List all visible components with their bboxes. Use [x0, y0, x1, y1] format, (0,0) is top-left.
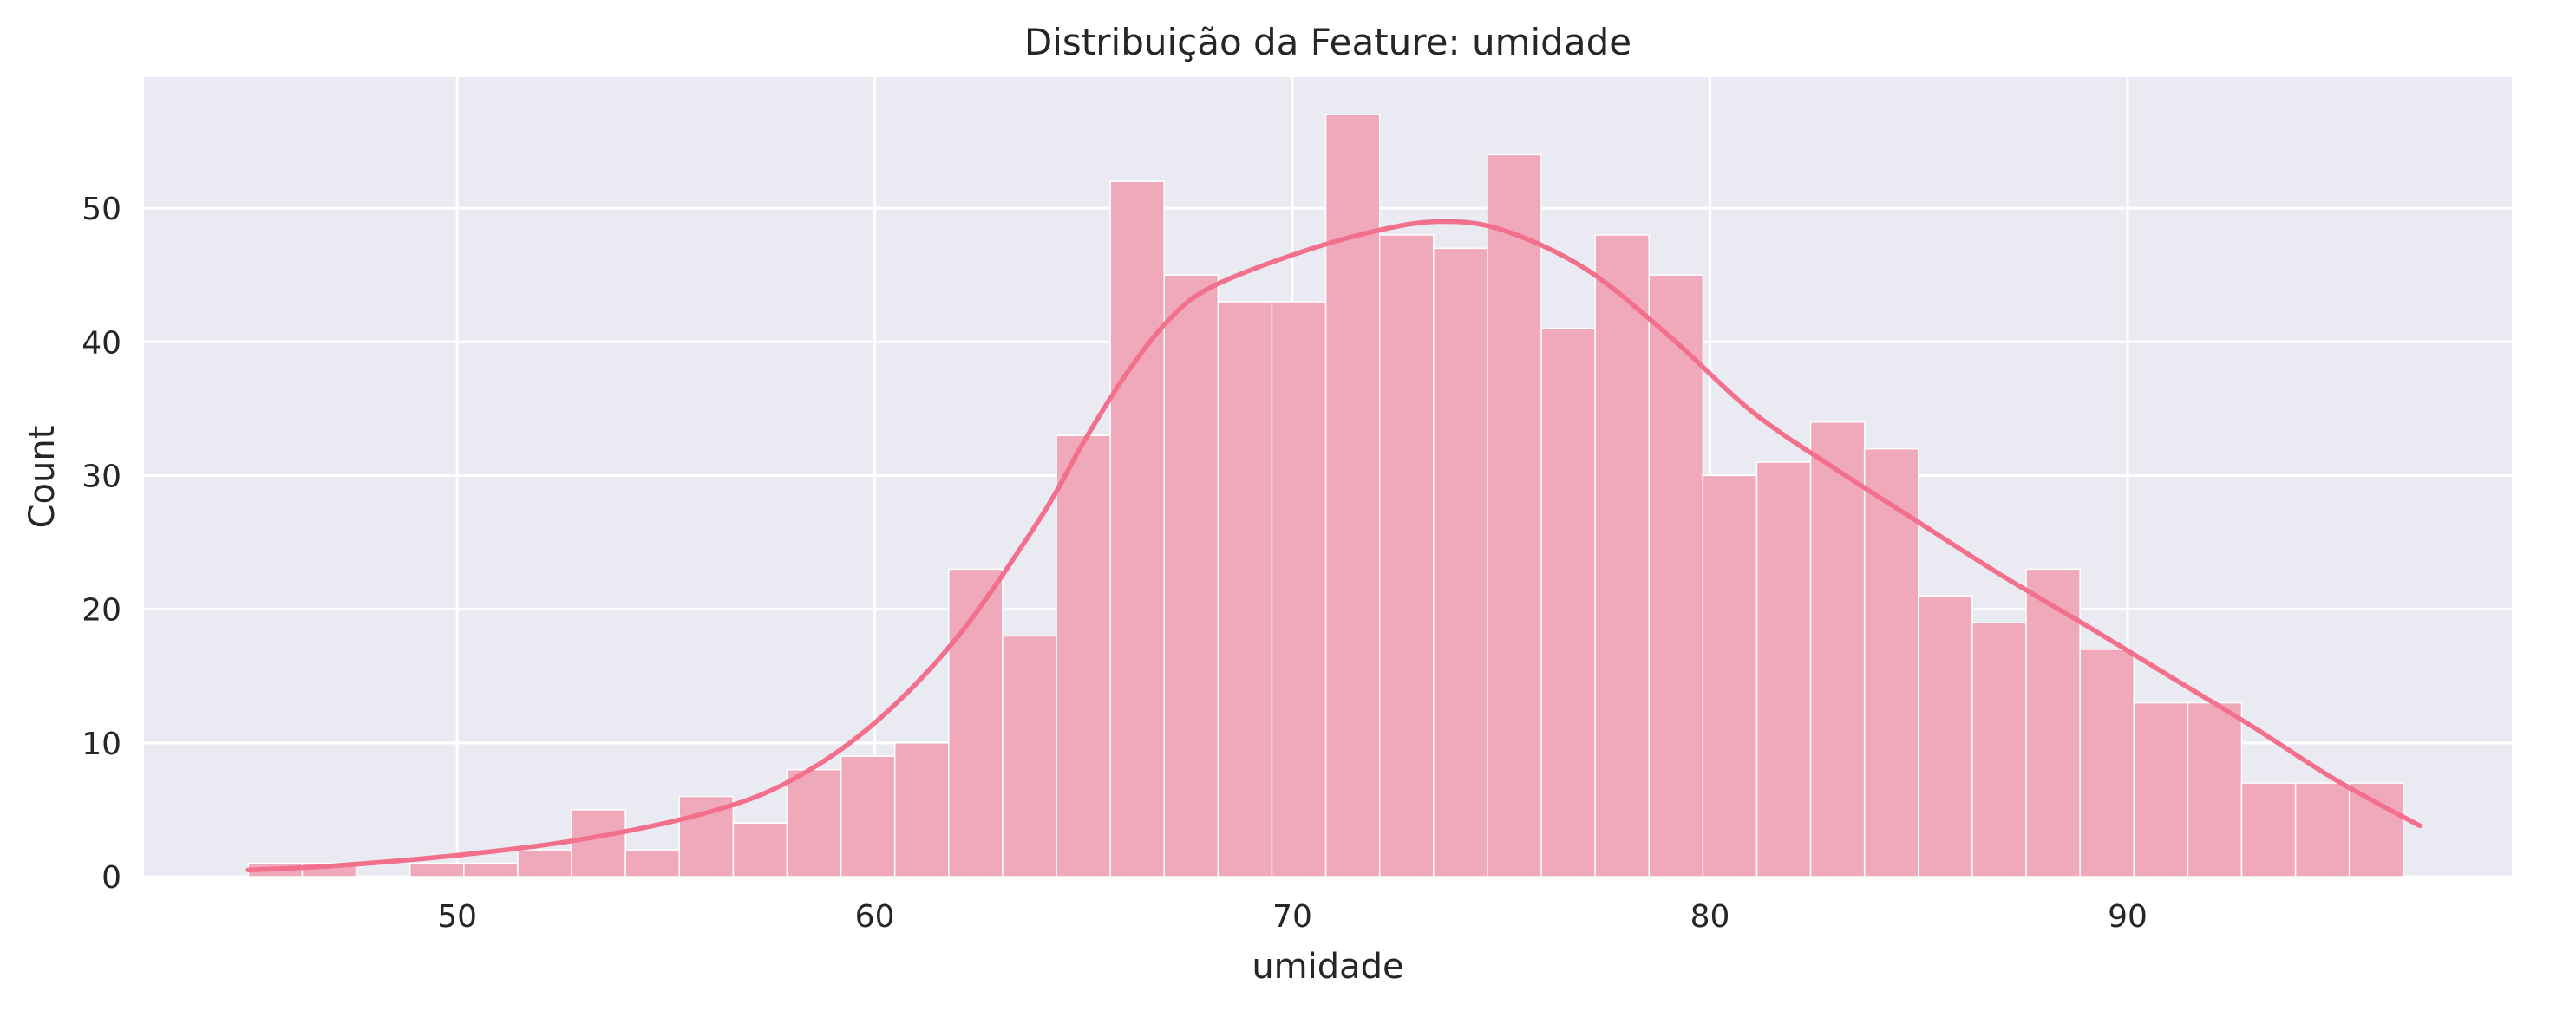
histogram-bar [893, 742, 950, 877]
histogram-bar [1863, 447, 1919, 877]
x-tick-label: 50 [437, 899, 477, 935]
histogram-bar [1702, 474, 1758, 877]
y-tick-label: 30 [82, 459, 121, 494]
x-tick-label: 80 [1690, 899, 1730, 935]
chart-title: Distribuição da Feature: umidade [1024, 21, 1631, 63]
histogram-bar [732, 822, 788, 877]
histogram-bar [1540, 328, 1596, 877]
histogram-bar [2025, 568, 2081, 877]
x-tick-label: 90 [2108, 899, 2148, 935]
histogram-bar [1056, 434, 1111, 877]
histogram-bar [1433, 247, 1488, 877]
y-tick-label: 0 [101, 860, 121, 896]
histogram-bar [1109, 180, 1166, 877]
histogram-bar [1217, 301, 1273, 877]
histogram-bar [2240, 782, 2297, 877]
histogram-bar [786, 768, 842, 877]
histogram-bar [517, 849, 572, 877]
histogram-bar [571, 809, 626, 877]
x-tick-label: 70 [1272, 899, 1312, 935]
kde-curve [245, 219, 2422, 873]
x-tick-label: 60 [855, 899, 895, 935]
histogram-bar [1755, 461, 1812, 877]
histogram-bar [409, 862, 465, 877]
histogram-bar [1324, 114, 1381, 877]
histogram-bar [1002, 635, 1057, 877]
y-tick-label: 50 [82, 192, 121, 227]
histogram-bar [1163, 274, 1219, 877]
tick-labels: 50 60 70 80 90 0 10 20 30 40 50 [82, 192, 2148, 935]
histogram-bar [1271, 301, 1327, 877]
y-tick-label: 10 [82, 727, 121, 762]
histogram-bar [2133, 701, 2189, 877]
y-tick-label: 20 [82, 593, 121, 629]
histogram-bar [624, 849, 681, 877]
y-tick-label: 40 [82, 325, 121, 361]
histogram-bar [1918, 595, 1973, 877]
histogram-bar [1809, 421, 1866, 877]
y-axis-label: Count [23, 426, 62, 529]
histogram-bars [247, 114, 2404, 877]
histogram-bar [840, 755, 896, 877]
histogram-bar [2294, 782, 2350, 877]
histogram-bar [2348, 782, 2404, 877]
histogram-bar [1487, 153, 1542, 877]
histogram-bar [2187, 701, 2243, 877]
histogram-bar [1648, 274, 1704, 877]
x-axis-label: umidade [1252, 947, 1403, 987]
histogram-bar [2079, 649, 2135, 877]
histogram-bar [463, 862, 519, 877]
histogram-bar [1378, 234, 1435, 877]
histogram-bar [1971, 622, 2027, 877]
histogram-bar [1594, 234, 1651, 877]
